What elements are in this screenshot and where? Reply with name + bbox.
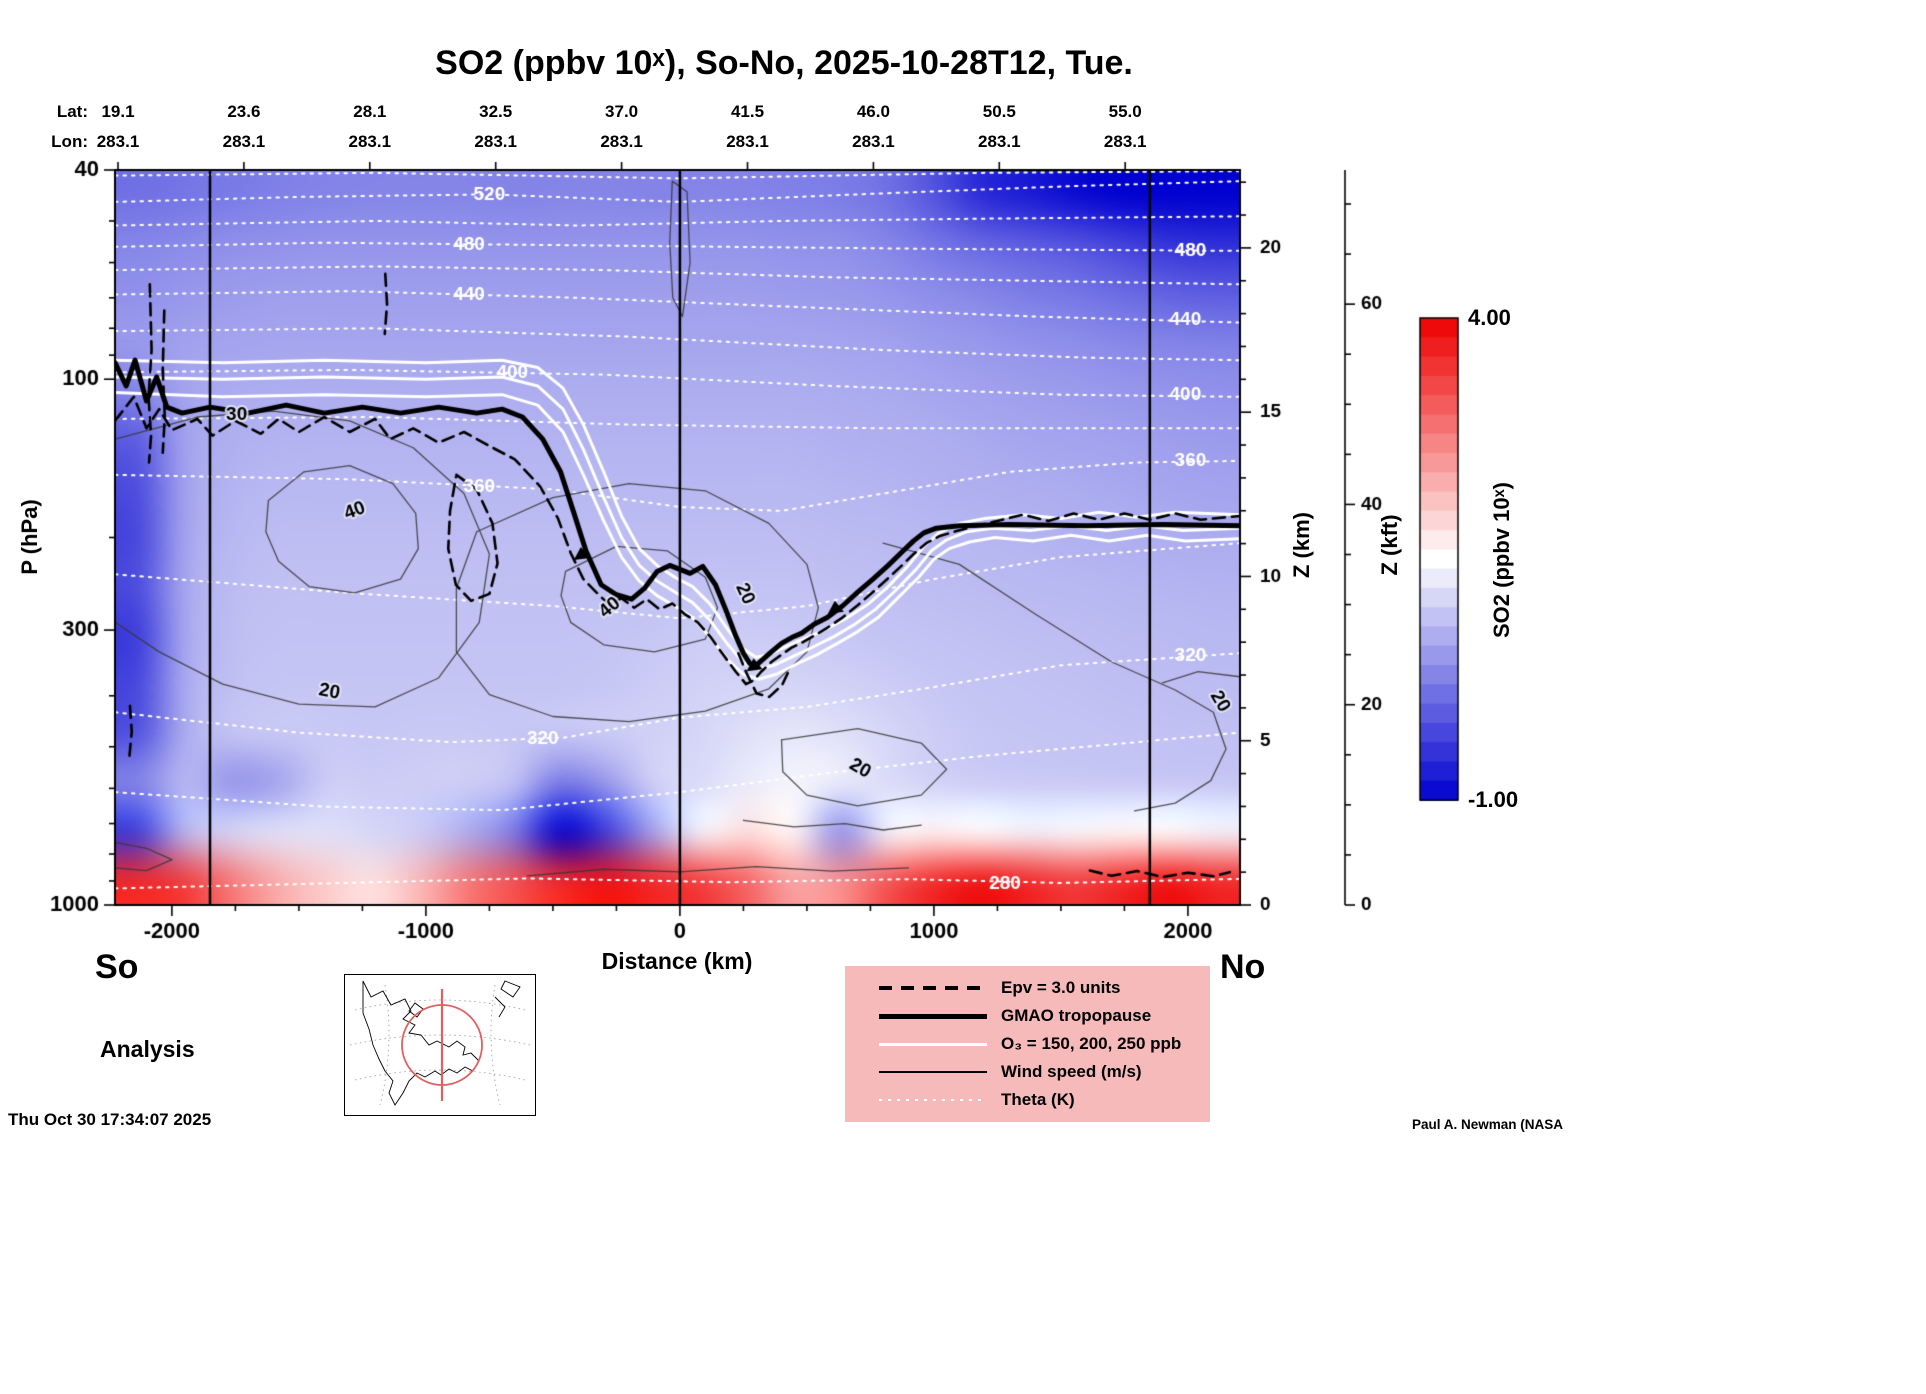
- zkm-axis-title: Z (km): [1289, 512, 1314, 578]
- lon-tick-label: 283.1: [600, 132, 643, 151]
- lat-tick-label: 23.6: [227, 102, 261, 121]
- map-inset: [344, 974, 536, 1116]
- lat-axis-row: Lat: 19.1 23.6 28.1 32.5 37.0 41.5 46.0 50.5 55.…: [0, 102, 1300, 124]
- lon-tick-label: 283.1: [474, 132, 517, 151]
- colorbar-max-label: 4.00: [1468, 305, 1511, 330]
- credit: Paul A. Newman (NASA: [1412, 1117, 1564, 1132]
- colorbar-min-label: -1.00: [1468, 787, 1519, 812]
- lon-tick-label: 283.1: [348, 132, 392, 151]
- legend-item: O₃ = 150, 200, 250 ppb: [845, 1030, 1210, 1058]
- lon-tick-label: 283.1: [726, 132, 769, 151]
- chart-title: SO2 (ppbv 10ˣ), So-No, 2025-10-28T12, Tu…: [435, 44, 1133, 82]
- lon-tick-label: 283.1: [222, 132, 266, 151]
- lat-tick-label: 41.5: [730, 102, 765, 121]
- legend-item: Theta (K): [845, 1086, 1210, 1114]
- lat-tick-label: 50.5: [982, 102, 1016, 121]
- legend-item-label: Theta (K): [1001, 1090, 1075, 1109]
- lon-tick-label: 283.1: [978, 132, 1021, 151]
- lon-axis-prefix: Lon:: [51, 132, 88, 151]
- colorbar-title: SO2 (ppbv 10ˣ): [1489, 482, 1514, 638]
- legend-item-label: O₃ = 150, 200, 250 ppb: [1001, 1034, 1182, 1053]
- legend-item: Epv = 3.0 units: [845, 974, 1210, 1002]
- legend-item: Wind speed (m/s): [845, 1058, 1210, 1086]
- lat-tick-label: 28.1: [353, 102, 387, 121]
- map-graticule: [349, 984, 531, 1106]
- legend-item-label: Wind speed (m/s): [1001, 1062, 1142, 1081]
- analysis-label: Analysis: [100, 1036, 195, 1062]
- legend-item-label: Epv = 3.0 units: [1001, 978, 1121, 997]
- distance-axis-title: Distance (km): [601, 948, 753, 974]
- legend-box: Epv = 3.0 units GMAO tropopause O₃ = 150…: [845, 966, 1210, 1122]
- timestamp: Thu Oct 30 17:34:07 2025: [8, 1110, 212, 1129]
- lat-axis-prefix: Lat:: [56, 102, 88, 121]
- epv-line-sample: [879, 986, 987, 990]
- legend-item: GMAO tropopause: [845, 1002, 1210, 1030]
- so-endpoint-label: So: [95, 948, 139, 986]
- zkft-axis-title: Z (kft): [1377, 514, 1402, 576]
- lon-tick-label: 283.1: [852, 132, 895, 151]
- lon-tick-label: 283.1: [1103, 132, 1147, 151]
- lat-tick-label: 37.0: [605, 102, 639, 121]
- wind-line-sample: [879, 1071, 987, 1073]
- legend-item-label: GMAO tropopause: [1001, 1006, 1152, 1025]
- pressure-axis-title: P (hPa): [17, 499, 42, 575]
- lon-tick-label: 283.1: [96, 132, 140, 151]
- lat-tick-label: 32.5: [479, 102, 513, 121]
- ozone-line-sample: [879, 1042, 987, 1046]
- tropopause-line-sample: [879, 1013, 987, 1019]
- lon-axis-row: Lon: 283.1 283.1 283.1 283.1 283.1 283.1 283.1…: [0, 132, 1300, 154]
- no-endpoint-label: No: [1220, 948, 1266, 986]
- lat-tick-label: 46.0: [856, 102, 890, 121]
- theta-line-sample: [879, 1098, 987, 1102]
- lat-tick-label: 19.1: [101, 102, 135, 121]
- lat-tick-label: 55.0: [1108, 102, 1142, 121]
